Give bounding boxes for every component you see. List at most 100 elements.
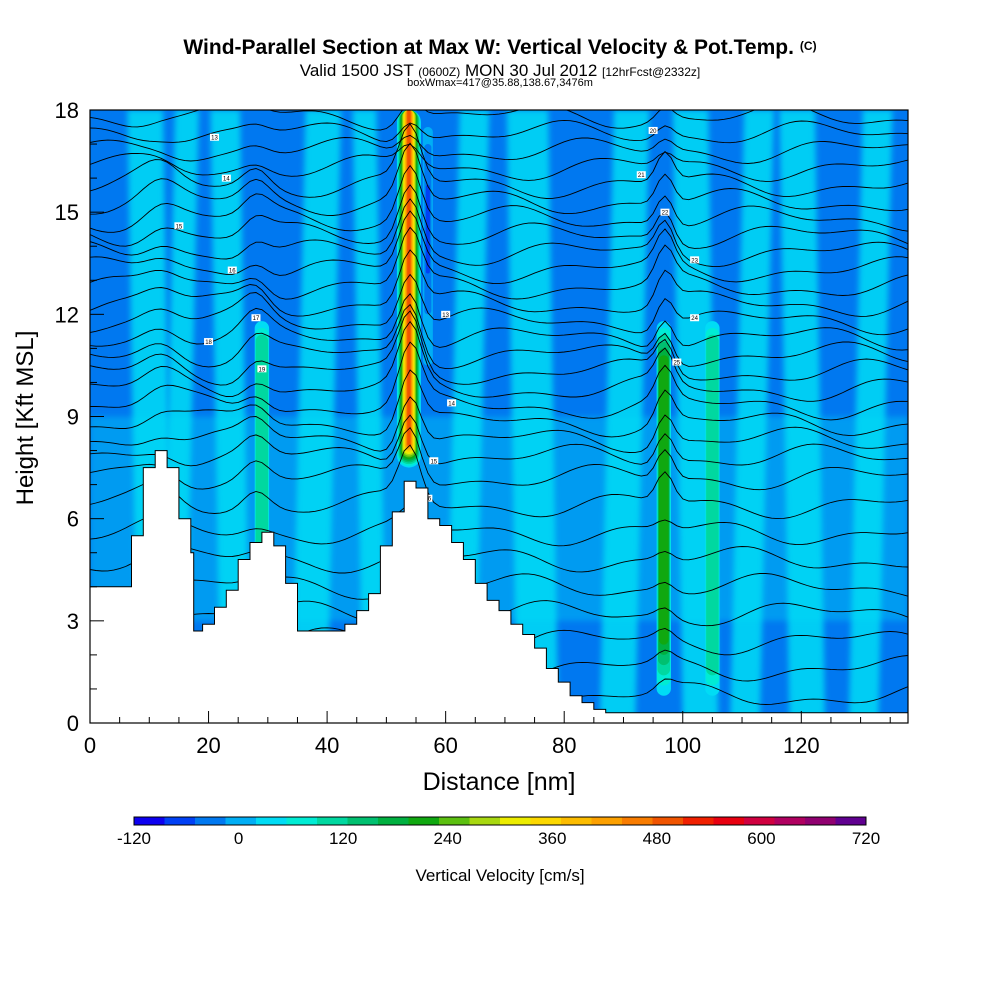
terrain-profile [89,450,909,724]
utc-time: (0600Z) [418,65,461,79]
updraft-column [658,355,669,645]
isentrope-label-bg [648,126,658,134]
isentrope-line [90,369,908,438]
copyright-mark: (C) [799,39,817,53]
isentrope-line [90,444,908,520]
colorbar-swatch [774,817,806,825]
y-tick-label: 18 [55,98,79,123]
colorbar-swatch [439,817,470,825]
isentrope-label-bg [227,266,237,274]
isentrope-label-bg [257,365,267,373]
isentrope-label: 24 [691,316,698,322]
x-tick-label: 0 [84,733,96,758]
x-tick-label: 80 [552,733,576,758]
colorbar-tick-label: 480 [643,829,671,848]
isentrope-label: 13 [211,136,218,142]
colorbar-swatch [317,817,348,825]
downdraft-column [425,184,430,274]
terrain-mask [89,450,909,724]
x-tick-label: 120 [783,733,820,758]
isentrope-label-bg [429,457,439,465]
y-axis: 0 3 6 9 12 15 18 [55,98,104,736]
colorbar-swatch [622,817,653,825]
isentrope-label: 13 [442,313,449,319]
isentrope-line [90,320,908,402]
isentrope-line [90,293,908,351]
isentrope-label: 21 [638,173,645,179]
isentrope-line [90,226,908,300]
isentrope-label-bg [251,314,261,322]
isentrope-label-bg [660,208,670,216]
isentrope-line [90,110,908,131]
colorbar-swatch [805,817,836,825]
isentrope-label: 17 [253,316,260,322]
isentrope-line [90,119,908,144]
box-wmax-note: boxWmax=417@35.88,138.67,3476m [407,77,593,89]
y-tick-label: 9 [67,405,79,430]
colorbar-swatch [408,817,440,825]
isentrope-line [90,426,908,491]
isentrope-line [90,249,908,317]
isentrope-line [90,505,908,547]
x-axis: 0 20 40 60 80 100 120 [84,711,891,758]
y-tick-label: 6 [67,507,79,532]
isentrope-line [90,396,908,453]
isentrope-label-bg [447,399,457,407]
colorbar-swatch [835,817,867,825]
colorbar-swatch [652,817,684,825]
colorbar-swatch [378,817,409,825]
isentrope-label-bg [209,133,219,141]
isentrope-label: 15 [176,224,183,230]
colorbar-tick-label: 360 [538,829,566,848]
isentrope-label-bg [441,310,451,318]
isentrope-line [90,164,908,233]
colorbar-swatch [683,817,714,825]
x-axis-label: Distance [nm] [423,768,576,796]
isentrope-label: 22 [662,211,669,217]
low-level-band [90,416,908,621]
y-axis-label: Height [Kft MSL] [12,331,39,506]
colorbar-swatch [286,817,318,825]
isentrope-label: 16 [229,269,236,275]
y-tick-label: 15 [55,200,79,225]
chart-subtitle: Valid 1500 JST (0600Z) MON 30 Jul 2012 [… [0,61,1000,81]
isentrope-line [90,571,908,601]
isentrope-line [90,134,908,164]
isentrope-label: 20 [650,129,657,135]
x-tick-label: 20 [196,733,220,758]
colorbar-frame [133,816,867,826]
colorbar-swatch [591,817,623,825]
isentrope-line [90,310,908,386]
colorbar-tick-label: -120 [117,829,151,848]
colorbar-swatch [530,817,562,825]
isentrope-label: 18 [205,340,212,346]
chart-title: Wind-Parallel Section at Max W: Vertical… [0,36,1000,60]
isentrope-line [90,142,908,216]
forecast-info: [12hrFcst@2332z] [602,65,701,79]
colorbar-swatch [561,817,592,825]
colorbar: -120 0 120 240 360 480 600 720 [117,816,880,848]
colorbar-swatch [134,817,165,825]
colorbar-swatch [713,817,745,825]
isentrope-label-bg [636,171,646,179]
colorbar-swatch [164,817,196,825]
isentrope-label-bg [204,338,214,346]
colorbar-swatch [469,817,501,825]
colorbar-swatch [347,817,379,825]
isentrope-label-bg [690,256,700,264]
colorbar-label: Vertical Velocity [cm/s] [415,866,584,885]
isentrope-label: 25 [673,361,680,367]
isentrope-line [90,303,908,370]
chart-title-text: Wind-Parallel Section at Max W: Vertical… [183,36,794,59]
colorbar-tick-label: 720 [852,829,880,848]
isentrope-label-bg [174,222,184,230]
updraft-column [706,334,719,676]
y-tick-label: 3 [67,609,79,634]
y-tick-label: 0 [67,711,79,736]
valid-date: MON 30 Jul 2012 [464,61,598,80]
isentrope-label-bg [690,314,700,322]
valid-time: Valid 1500 JST [299,61,414,80]
colorbar-tick-label: 240 [434,829,462,848]
x-tick-label: 100 [664,733,701,758]
